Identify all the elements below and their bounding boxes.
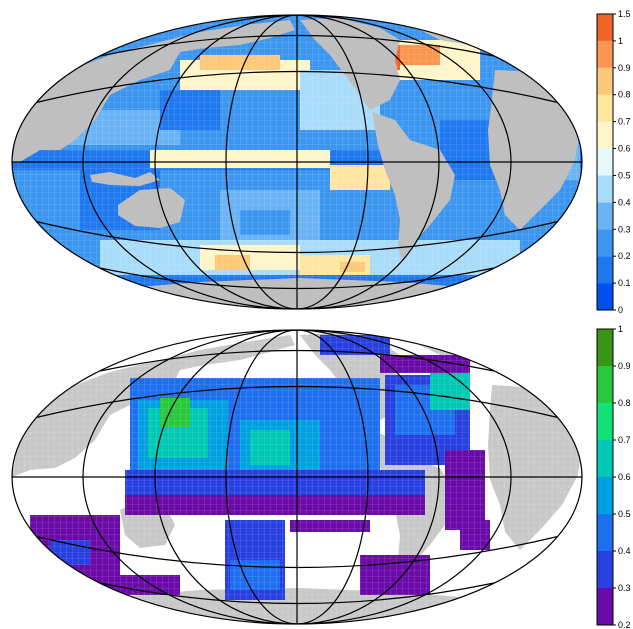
- top-map-outline: [11, 14, 583, 310]
- bottom-colorbar-swatch: [597, 514, 613, 551]
- bottom-colorbar-tick-label: 0.5: [618, 509, 631, 519]
- bottom-colorbar-tick-label: 0.4: [618, 546, 631, 556]
- bottom-colorbar-swatch: [597, 588, 613, 625]
- top-colorbar-swatch: [597, 40, 613, 68]
- bottom-graticule: [12, 330, 582, 624]
- bottom-colorbar: 0.2 0.3 0.4 0.5 0.6 0.7 0.8 0.9 1: [596, 324, 631, 629]
- bottom-colorbar-swatch: [597, 403, 613, 440]
- top-colorbar-swatch: [597, 14, 613, 41]
- bottom-colorbar-swatch: [597, 366, 613, 403]
- bottom-colorbar-swatch: [597, 440, 613, 477]
- bottom-colorbar-tick-label: 0.7: [618, 435, 631, 445]
- top-colorbar-tick-label: 0.5: [618, 170, 631, 180]
- bottom-colorbar-swatch: [597, 477, 613, 514]
- top-colorbar-swatch: [597, 121, 613, 149]
- bottom-colorbar-tick-label: 0.3: [618, 583, 631, 593]
- top-colorbar-frame: [596, 13, 614, 311]
- top-colorbar: 0 0.1 0.2 0.3 0.4 0.5 0.6 0.7 0.8 0.9 1 1.5: [596, 9, 631, 315]
- bottom-map-outline: [11, 329, 583, 625]
- top-colorbar-tick-label: 0.9: [618, 63, 631, 73]
- top-colorbar-swatch: [597, 67, 613, 95]
- bottom-colorbar-swatch: [597, 551, 613, 588]
- top-colorbar-swatch: [597, 229, 613, 257]
- top-colorbar-tick-label: 0.4: [618, 197, 631, 207]
- top-colorbar-swatch: [597, 202, 613, 230]
- top-colorbar-swatch: [597, 283, 613, 310]
- top-colorbar-tick-label: 0.3: [618, 224, 631, 234]
- top-colorbar-tick-label: 0.8: [618, 90, 631, 100]
- bottom-colorbar-tick-label: 1: [618, 324, 623, 334]
- top-colorbar-swatch: [597, 94, 613, 122]
- top-colorbar-swatch: [597, 256, 613, 284]
- top-colorbar-tick-label: 1.5: [618, 9, 631, 19]
- top-colorbar-swatch: [597, 148, 613, 176]
- top-colorbar-tick-label: 0.7: [618, 117, 631, 127]
- bottom-colorbar-tick-label: 0.8: [618, 398, 631, 408]
- bottom-colorbar-tick-label: 0.2: [618, 620, 631, 629]
- top-graticule: [12, 15, 582, 309]
- top-colorbar-tick-label: 0.2: [618, 251, 631, 261]
- top-colorbar-tick-label: 1: [618, 36, 623, 46]
- bottom-colorbar-swatch: [597, 329, 613, 366]
- top-colorbar-swatch: [597, 175, 613, 203]
- bottom-colorbar-tick-label: 0.9: [618, 361, 631, 371]
- top-colorbar-tick-label: 0: [618, 305, 623, 315]
- top-colorbar-tick-label: 0.6: [618, 144, 631, 154]
- top-colorbar-tick-label: 0.1: [618, 278, 631, 288]
- top-map: [12, 15, 582, 309]
- bottom-map: [12, 330, 582, 624]
- bottom-colorbar-tick-label: 0.6: [618, 472, 631, 482]
